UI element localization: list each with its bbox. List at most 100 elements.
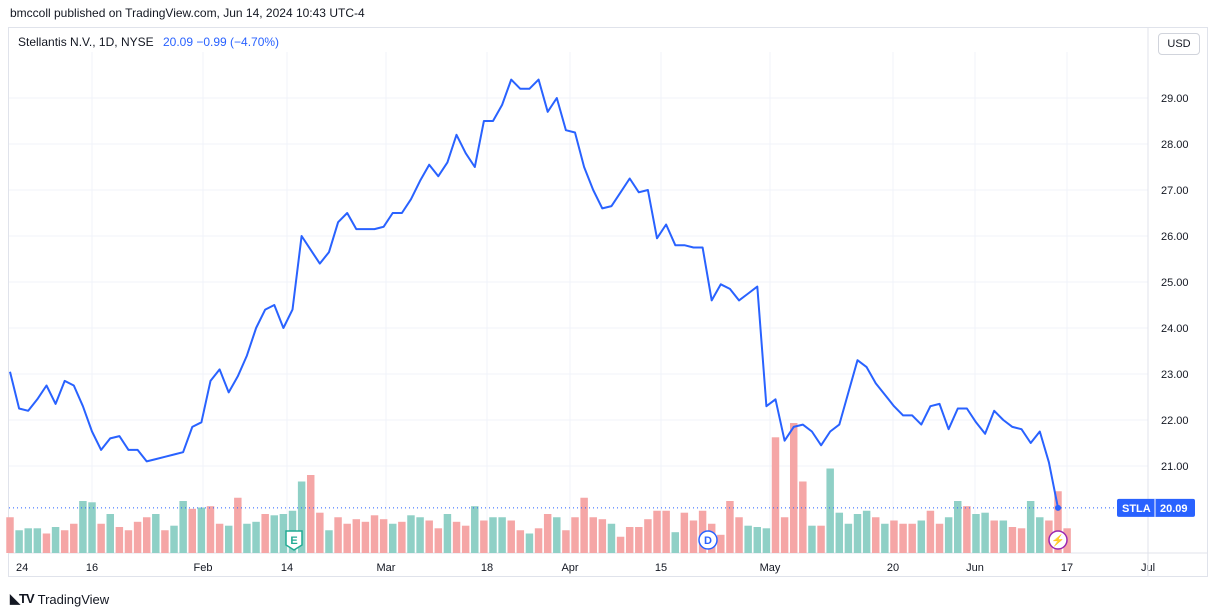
volume-bar [671, 532, 679, 553]
volume-bar [306, 475, 315, 553]
x-tick-label: 17 [1061, 562, 1073, 574]
volume-bar [935, 523, 944, 553]
volume-bar [425, 520, 433, 553]
y-tick-label: 28.00 [1161, 139, 1189, 151]
volume-bar [543, 514, 552, 553]
dividend-marker-icon [698, 530, 718, 550]
volume-bar [817, 525, 825, 553]
volume-bar [525, 533, 534, 553]
x-tick-label: Feb [194, 562, 213, 574]
price-change: 20.09 −0.99 (−4.70%) [162, 35, 280, 49]
price-tag-value: 20.09 [1160, 503, 1188, 515]
volume-bar [152, 514, 160, 553]
volume-bar [553, 517, 561, 553]
volume-bar [908, 523, 916, 553]
volume-bar [926, 510, 935, 553]
volume-bar [243, 523, 251, 553]
volume-bar [343, 523, 351, 553]
x-tick-label: 18 [481, 562, 493, 574]
volume-bar [97, 523, 105, 553]
volume-bar [735, 517, 743, 553]
volume-bar [835, 512, 844, 553]
x-tick-label: 15 [655, 562, 667, 574]
volume-bar [881, 523, 889, 553]
volume-bar [480, 520, 488, 553]
volume-bar [179, 501, 187, 553]
volume-bar [507, 520, 515, 553]
volume-bar [844, 523, 853, 553]
volume-bar [571, 517, 579, 553]
volume-bar [389, 523, 397, 553]
volume-bar [972, 514, 980, 553]
x-tick-label: 20 [887, 562, 899, 574]
volume-bar [270, 515, 279, 553]
tradingview-logo[interactable]: ◣TV TradingView [10, 591, 109, 607]
chart-legend[interactable]: Stellantis N.V., 1D, NYSE 20.09 −0.99 (−… [18, 35, 279, 49]
volume-bar [1026, 501, 1035, 553]
y-tick-label: 27.00 [1161, 185, 1189, 197]
volume-bar [6, 517, 14, 553]
volume-bar [215, 523, 224, 553]
volume-bar [142, 517, 151, 553]
volume-bar [990, 520, 998, 553]
volume-bar [51, 527, 60, 553]
volume-bar [771, 437, 780, 553]
symbol-info[interactable]: Stellantis N.V., 1D, NYSE [18, 35, 154, 49]
volume-bar [416, 517, 424, 553]
x-tick-label: Apr [561, 562, 578, 574]
volume-bar [124, 530, 133, 553]
volume-bar [325, 530, 333, 553]
earnings-marker-icon [285, 530, 303, 551]
volume-bar [963, 506, 971, 553]
volume-bar [407, 515, 415, 553]
volume-bar [726, 501, 734, 553]
volume-bar [789, 423, 798, 553]
volume-bar [516, 530, 525, 553]
y-tick-label: 26.00 [1161, 231, 1189, 243]
volume-bar [115, 527, 124, 553]
volume-bar [616, 536, 625, 553]
volume-bar [689, 520, 698, 553]
volume-bar [662, 510, 670, 553]
volume-bar [853, 514, 862, 553]
volume-bar [680, 512, 689, 553]
volume-bar [489, 517, 497, 553]
volume-bar [60, 530, 69, 553]
volume-bar [33, 528, 42, 553]
volume-bar [780, 517, 789, 553]
volume-bar [589, 517, 597, 553]
chart-frame [8, 27, 1208, 577]
x-tick-label: Jun [966, 562, 984, 574]
volume-bar [452, 521, 461, 553]
volume-bar [635, 527, 643, 553]
last-price-marker [1055, 504, 1061, 511]
volume-bar [1036, 517, 1044, 553]
volume-bar [316, 512, 324, 553]
volume-bar [534, 528, 543, 553]
volume-bar [206, 506, 215, 553]
volume-bar [625, 527, 634, 553]
volume-bar [106, 514, 114, 553]
tradingview-brand-text: TradingView [37, 591, 110, 607]
volume-bar [498, 517, 506, 553]
volume-bar [753, 527, 762, 553]
volume-bar [434, 528, 443, 553]
volume-bar [24, 528, 32, 553]
x-tick-label: 14 [281, 562, 293, 574]
price-tag [1117, 498, 1195, 517]
volume-bar [1017, 528, 1026, 553]
x-tick-label: Mar [377, 562, 396, 574]
volume-bar [370, 515, 379, 553]
volume-bar [917, 520, 926, 553]
event-marker-label: ⚡ [1051, 534, 1065, 547]
volume-bar [334, 517, 342, 553]
volume-bar [890, 520, 898, 553]
volume-bar [762, 528, 771, 553]
x-tick-label: May [760, 562, 781, 574]
volume-bar [79, 501, 87, 553]
volume-bar [598, 519, 607, 553]
tradingview-logo-icon: ◣TV [10, 591, 35, 606]
currency-button[interactable]: USD [1158, 33, 1200, 55]
volume-bar [70, 523, 78, 553]
